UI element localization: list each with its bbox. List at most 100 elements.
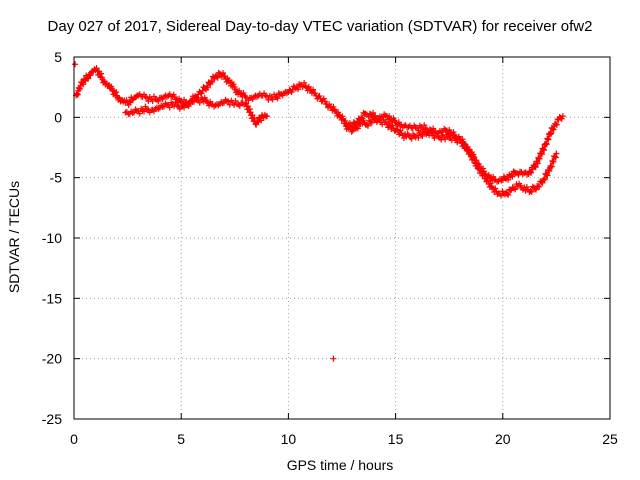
data-point-fill: [181, 96, 188, 103]
data-point-fill: [382, 119, 389, 126]
data-point-fill: [166, 104, 173, 111]
data-point-fill: [299, 83, 306, 90]
data-point-fill: [85, 75, 92, 82]
data-point-fill: [534, 160, 541, 167]
data-point-fill: [536, 155, 543, 162]
data-point-fill: [467, 150, 474, 157]
data-point-fill: [155, 98, 162, 105]
data-point-fill: [505, 191, 512, 198]
y-tick-label: -20: [42, 351, 62, 367]
data-point-fill: [368, 119, 375, 126]
data-point-fill: [444, 133, 451, 140]
data-point-fill: [504, 190, 511, 197]
data-point: [366, 110, 373, 117]
x-axis-label: GPS time / hours: [286, 457, 394, 473]
data-point-fill: [532, 164, 539, 171]
data-point-fill: [305, 83, 312, 90]
data-point-fill: [339, 113, 346, 120]
data-point-fill: [354, 125, 361, 132]
chart-title: Day 027 of 2017, Sidereal Day-to-day VTE…: [47, 18, 593, 35]
data-point: [263, 113, 270, 120]
data-point-fill: [512, 186, 519, 193]
data-point: [540, 177, 547, 184]
data-point-fill: [541, 147, 548, 154]
data-point-fill: [209, 78, 216, 85]
data-point-fill: [475, 162, 482, 169]
data-point-fill: [480, 169, 487, 176]
data-point: [165, 92, 172, 99]
data-point-outlier: [330, 355, 337, 362]
y-tick-label: 5: [54, 49, 62, 65]
data-point-fill: [295, 86, 302, 93]
data-point: [546, 131, 553, 138]
data-point-fill: [136, 110, 143, 117]
data-point: [559, 113, 566, 120]
data-point-fill: [185, 103, 192, 110]
data-point-fill: [310, 86, 317, 93]
data-point-fill: [528, 188, 535, 195]
data-point-fill: [481, 172, 488, 179]
data-point-fill: [213, 73, 220, 80]
data-point: [486, 174, 493, 181]
data-point-fill: [141, 108, 148, 115]
data-point-fill: [232, 97, 239, 104]
data-point-fill: [363, 121, 370, 128]
data-point-fill: [269, 96, 276, 103]
data-point-fill: [550, 126, 557, 133]
data-point-fill: [408, 135, 415, 142]
data-point-fill: [93, 65, 100, 72]
data-point-fill: [466, 147, 473, 154]
data-point-fill: [231, 83, 238, 90]
y-axis-label: SDTVAR / TECUs: [6, 180, 22, 294]
data-point-fill: [367, 118, 374, 125]
data-point-fill: [550, 158, 557, 165]
data-point-fill: [254, 119, 261, 126]
data-point-fill: [510, 185, 517, 192]
data-point: [263, 93, 270, 100]
data-point-fill: [536, 183, 543, 190]
data-point: [435, 133, 442, 140]
data-point-fill: [230, 81, 237, 88]
data-point-fill: [301, 79, 308, 86]
data-point-fill: [421, 122, 428, 129]
data-point-fill: [312, 90, 319, 97]
data-point-fill: [236, 102, 243, 109]
data-point-fill: [246, 106, 253, 113]
data-point: [527, 187, 534, 194]
data-point-fill: [415, 134, 422, 141]
data-point-fill: [214, 74, 221, 81]
data-point: [143, 95, 150, 102]
y-tick-label: 0: [54, 109, 62, 125]
data-points: [72, 61, 566, 362]
data-point-fill: [204, 84, 211, 91]
data-point-fill: [108, 83, 115, 90]
data-point-fill: [543, 141, 550, 148]
data-point-fill: [533, 186, 540, 193]
data-point-fill: [98, 70, 105, 77]
data-point-fill: [548, 130, 555, 137]
x-tick-label: 15: [388, 431, 404, 447]
data-point-fill: [535, 183, 542, 190]
data-point-fill: [423, 131, 430, 138]
data-point-fill: [389, 122, 396, 129]
data-point-fill: [172, 99, 179, 106]
data-point-fill: [470, 153, 477, 160]
data-point-fill: [348, 128, 355, 135]
data-point: [216, 70, 223, 77]
data-point-fill: [487, 180, 494, 187]
data-point: [225, 98, 232, 105]
data-point-fill: [545, 136, 552, 143]
data-point-fill: [330, 103, 337, 110]
data-point-fill: [113, 89, 120, 96]
data-point-fill: [546, 168, 553, 175]
data-point-fill: [541, 176, 548, 183]
x-tick-label: 10: [281, 431, 297, 447]
data-point-fill: [123, 97, 130, 104]
axis-ticks: 0 5 10 15 20 25 5 0 -5 -10 -15 -20 -25: [42, 49, 618, 447]
data-point-fill: [419, 133, 426, 140]
data-point: [139, 107, 146, 114]
data-point-outlier: [72, 61, 79, 68]
data-point-fill: [220, 70, 227, 77]
data-point-fill: [462, 141, 469, 148]
data-point-fill: [484, 175, 491, 182]
